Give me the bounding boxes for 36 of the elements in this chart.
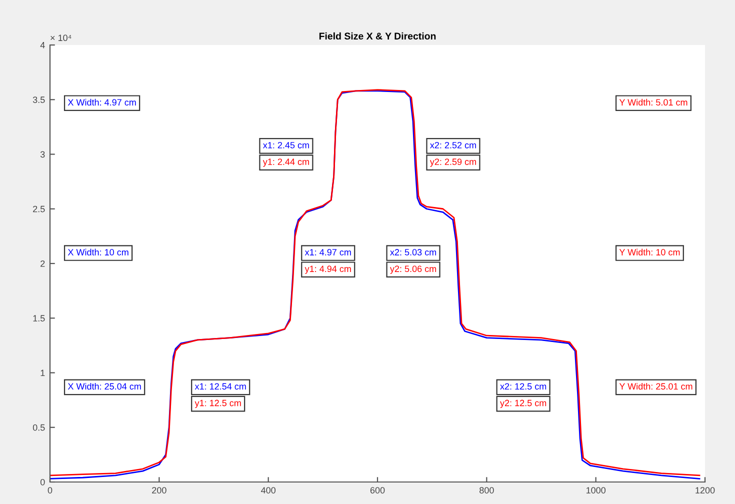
x-tick-label: 0 (48, 487, 52, 494)
annotation: x1: 2.45 cm (262, 142, 309, 148)
annotation: x1: 4.97 cm (304, 249, 351, 256)
y-tick-label: 3.5 (32, 96, 45, 103)
y-tick-label: 0 (40, 478, 45, 486)
x-tick-label: 800 (480, 487, 494, 494)
chart-title: Field Size X & Y Direction (319, 32, 436, 40)
annotation: y2: 12.5 cm (500, 400, 546, 408)
annotation: y2: 5.06 cm (390, 266, 436, 274)
y-tick-label: 0.5 (32, 424, 45, 431)
x-tick-label: 600 (370, 487, 385, 494)
y-tick-label: 2.5 (33, 206, 45, 212)
y-tick-label: 1.5 (33, 315, 45, 322)
annotation: Y Width: 5.01 cm (619, 98, 688, 106)
x-tick-label: 1000 (586, 487, 606, 494)
x-tick-label: 200 (152, 487, 166, 494)
annotation: Y Width: 10 cm (619, 248, 680, 256)
annotation: x2: 2.52 cm (430, 142, 476, 148)
y-tick-label: 3 (40, 151, 45, 158)
annotation: y1: 4.94 cm (304, 266, 351, 274)
annotation: y2: 2.59 cm (430, 158, 476, 167)
y-tick-label: 1 (40, 370, 45, 376)
annotation: X Width: 25.04 cm (68, 382, 141, 390)
annotation: x1: 12.54 cm (194, 383, 246, 390)
y-tick-label: 2 (40, 260, 45, 267)
annotation: x2: 5.03 cm (390, 249, 436, 256)
x-tick-label: 400 (261, 487, 276, 494)
annotation: x2: 12.5 cm (500, 383, 546, 390)
annotation: X Width: 10 cm (68, 248, 128, 256)
annotation: Y Width: 25.01 cm (619, 382, 692, 390)
y-tick-label: 4 (40, 42, 45, 48)
text: × 10⁴ (50, 34, 72, 42)
annotation: y1: 12.5 cm (194, 400, 241, 408)
annotation: X Width: 4.97 cm (68, 98, 136, 106)
x-tick-label: 1200 (696, 487, 715, 494)
annotation: y1: 2.44 cm (262, 158, 309, 167)
